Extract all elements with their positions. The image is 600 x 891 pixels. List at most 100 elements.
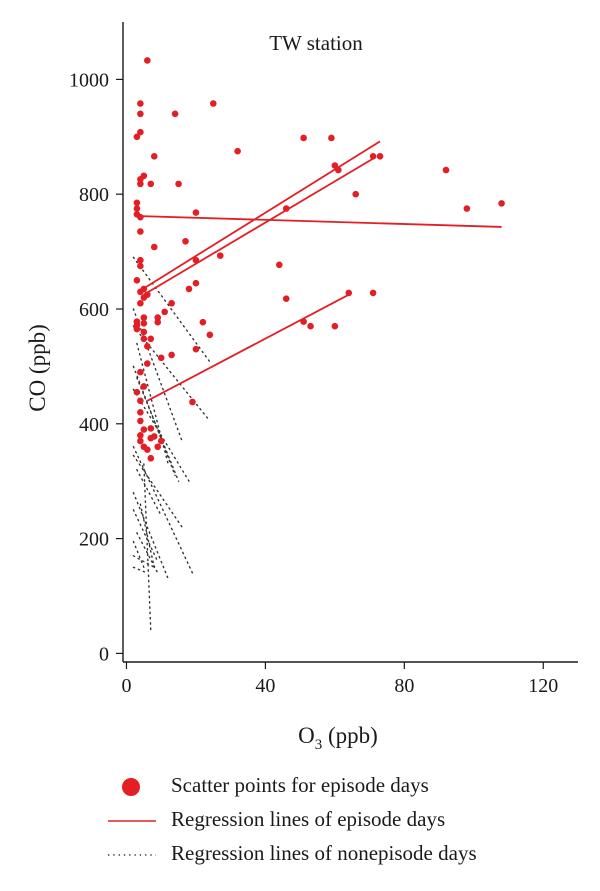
episode-point <box>157 354 165 362</box>
episode-point <box>137 288 144 296</box>
nonepisode-regression-line <box>132 388 190 482</box>
nonepisode-regression-line <box>132 446 194 574</box>
episode-point <box>182 237 189 245</box>
episode-point <box>133 276 141 284</box>
y-tick-label: 0 <box>99 643 109 665</box>
x-tick-label: 0 <box>121 675 131 697</box>
legend-item-nonepisode-lines: Regression lines of nonepisode days <box>108 838 578 872</box>
nonepisode-regression-line <box>132 555 155 568</box>
episode-point <box>137 397 144 405</box>
episode-point <box>376 153 384 160</box>
episode-point <box>140 294 148 301</box>
episode-regression-line <box>143 140 381 290</box>
x-tick-label: 80 <box>394 675 414 697</box>
legend-dotted-line <box>108 854 156 856</box>
y-tick-label: 200 <box>79 529 109 551</box>
legend-label-episode-points: Scatter points for episode days <box>171 773 429 797</box>
episode-regression-line <box>143 157 374 296</box>
episode-point <box>234 147 241 155</box>
episode-point <box>133 388 141 396</box>
y-tick-label: 800 <box>79 184 109 206</box>
episode-point <box>137 299 144 307</box>
y-tick-label: 400 <box>79 414 109 436</box>
episode-point <box>168 299 175 307</box>
episode-point <box>147 335 155 343</box>
episode-point <box>137 213 144 221</box>
episode-point <box>140 426 148 433</box>
episode-point <box>144 57 151 64</box>
y-tick-label: 600 <box>79 299 109 321</box>
episode-point <box>147 454 155 462</box>
episode-point <box>282 295 290 302</box>
episode-point <box>137 417 144 425</box>
legend-label-episode-lines: Regression lines of episode days <box>171 807 446 831</box>
episode-point <box>140 328 148 336</box>
episode-point <box>275 261 283 269</box>
episode-point <box>210 100 217 107</box>
episode-point <box>331 322 339 330</box>
nonepisode-regression-line <box>132 308 183 442</box>
episode-point <box>137 262 144 270</box>
episode-point <box>147 425 155 432</box>
legend-point-marker <box>122 778 140 796</box>
legend-solid-line <box>108 820 156 822</box>
nonepisode-regression-line <box>132 256 211 363</box>
y-axis-label: CO (ppb) <box>25 324 50 412</box>
nonepisode-regression-line <box>136 469 162 517</box>
episode-point <box>137 228 144 235</box>
episode-point <box>150 243 158 251</box>
x-tick-label: 40 <box>255 675 275 697</box>
legend-label-nonepisode-lines: Regression lines of nonepisode days <box>171 841 477 865</box>
episode-point <box>137 128 144 136</box>
episode-point <box>369 153 377 160</box>
episode-point <box>442 166 450 174</box>
episode-point <box>137 409 144 416</box>
episode-point <box>161 308 168 316</box>
episode-point <box>307 322 314 330</box>
episode-point <box>352 190 360 198</box>
nonepisode-regression-line <box>132 325 211 422</box>
episode-point <box>140 320 148 327</box>
nonepisode-regression-line <box>132 566 149 574</box>
episode-point <box>154 443 162 451</box>
chart-title: TW station <box>269 31 363 55</box>
x-tick-label: 120 <box>528 675 558 697</box>
episode-point <box>463 205 471 212</box>
episode-regression-line <box>146 293 350 402</box>
episode-point <box>137 437 144 445</box>
scatter-chart: 0 200 400 600 800 1000 0 40 80 120 TW station CO … <box>25 22 578 753</box>
episode-point <box>192 279 200 287</box>
episode-point <box>154 314 162 321</box>
episode-point <box>331 162 339 169</box>
x-axis-label: O3 (ppb) <box>298 723 378 753</box>
episode-point <box>144 360 151 367</box>
episode-point <box>144 343 151 350</box>
episode-point <box>199 318 207 326</box>
episode-point <box>137 100 144 107</box>
nonepisode-regression-line <box>132 509 159 563</box>
episode-point <box>144 446 151 453</box>
nonepisode-regression-line <box>132 491 169 580</box>
episode-point <box>369 289 377 297</box>
nonepisode-regression-line <box>132 454 183 528</box>
episode-point <box>140 383 148 390</box>
y-tick-label: 1000 <box>69 69 109 91</box>
legend: Scatter points for episode days Regressi… <box>108 770 578 872</box>
episode-point <box>133 199 141 207</box>
episode-point <box>175 180 182 188</box>
episode-point <box>133 133 141 141</box>
episode-point <box>137 256 144 264</box>
nonepisode-regression-line <box>136 342 169 465</box>
episode-point <box>137 180 144 188</box>
episode-point <box>157 437 165 445</box>
episode-point <box>137 431 144 439</box>
episode-point <box>168 351 175 359</box>
episode-point <box>133 205 141 212</box>
episode-point <box>133 321 141 329</box>
nonepisode-regression-line <box>143 463 152 632</box>
episode-point <box>140 335 148 343</box>
episode-point <box>147 180 155 188</box>
legend-item-episode-points: Scatter points for episode days <box>108 770 578 804</box>
episode-point <box>150 433 158 440</box>
episode-regression-line <box>136 215 502 228</box>
